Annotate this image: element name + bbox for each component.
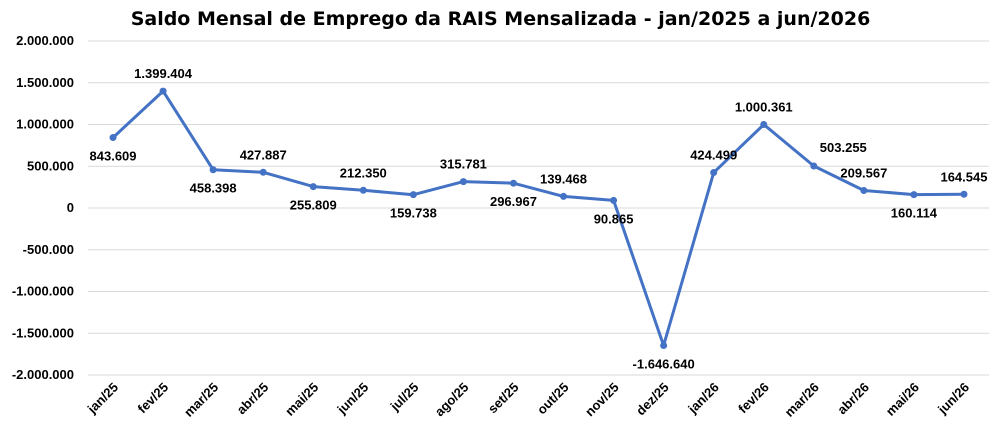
data-point bbox=[660, 341, 668, 349]
chart-title: Saldo Mensal de Emprego da RAIS Mensaliz… bbox=[130, 8, 871, 30]
data-label: 296.967 bbox=[490, 194, 537, 209]
y-tick-label: 500.000 bbox=[27, 158, 74, 173]
gridlines bbox=[88, 40, 989, 376]
data-point bbox=[610, 196, 618, 204]
data-point bbox=[359, 186, 367, 194]
y-tick-label: 0 bbox=[67, 200, 74, 215]
data-label: 458.398 bbox=[190, 181, 237, 196]
x-tick-label: mar/26 bbox=[782, 380, 822, 420]
y-tick-label: 1.500.000 bbox=[16, 75, 74, 90]
data-point bbox=[259, 168, 267, 176]
x-tick-label: fev/26 bbox=[735, 380, 772, 417]
data-label: 255.809 bbox=[290, 198, 337, 213]
data-point bbox=[910, 191, 918, 199]
x-tick-label: set/25 bbox=[485, 380, 522, 417]
data-label: 1.000.361 bbox=[735, 99, 793, 114]
y-tick-label: -500.000 bbox=[23, 242, 74, 257]
y-tick-label: 1.000.000 bbox=[16, 117, 74, 132]
data-label: 503.255 bbox=[820, 140, 867, 155]
data-label: 212.350 bbox=[340, 165, 387, 180]
data-point bbox=[209, 166, 217, 174]
data-point bbox=[710, 169, 718, 177]
x-tick-label: nov/25 bbox=[582, 380, 622, 420]
y-tick-label: -1.500.000 bbox=[12, 325, 74, 340]
x-axis-ticks: jan/25 fev/25 mar/25 abr/25 mai/25 jun/25 jul/… bbox=[84, 380, 972, 420]
x-tick-label: fev/25 bbox=[135, 380, 172, 417]
data-label: 427.887 bbox=[240, 147, 287, 162]
data-label: 843.609 bbox=[90, 149, 137, 164]
x-tick-label: abr/26 bbox=[834, 380, 872, 418]
x-tick-label: abr/25 bbox=[234, 380, 272, 418]
series-line bbox=[111, 89, 965, 347]
x-tick-label: ago/25 bbox=[432, 380, 472, 420]
data-point bbox=[159, 87, 167, 95]
y-tick-label: 2.000.000 bbox=[16, 33, 74, 48]
x-tick-label: mai/26 bbox=[883, 380, 922, 419]
x-tick-label: out/25 bbox=[534, 380, 572, 418]
data-label: 1.399.404 bbox=[134, 66, 193, 81]
x-tick-label: jan/25 bbox=[84, 380, 121, 417]
data-label: 424.499 bbox=[690, 148, 737, 163]
x-tick-label: jun/26 bbox=[934, 380, 972, 418]
data-label: 209.567 bbox=[840, 166, 887, 181]
x-tick-label: mai/25 bbox=[282, 380, 321, 419]
data-point bbox=[509, 179, 517, 187]
series-points bbox=[109, 87, 968, 349]
data-label: 139.468 bbox=[540, 171, 587, 186]
data-point bbox=[810, 162, 818, 170]
data-point bbox=[309, 183, 317, 191]
data-label: 315.781 bbox=[440, 157, 487, 172]
data-label: 160.114 bbox=[891, 206, 938, 221]
series-line-path bbox=[111, 89, 965, 347]
data-point bbox=[409, 191, 417, 199]
data-point bbox=[760, 120, 768, 128]
data-label: 159.738 bbox=[390, 206, 437, 221]
y-axis-ticks: 2.000.000 1.500.000 1.000.000 500.000 0 -500.… bbox=[12, 33, 74, 382]
x-tick-label: jan/26 bbox=[684, 380, 721, 417]
data-point bbox=[109, 134, 117, 142]
data-point bbox=[960, 190, 968, 198]
data-point bbox=[560, 192, 568, 200]
x-tick-label: mar/25 bbox=[181, 380, 221, 420]
data-label: 90.865 bbox=[594, 211, 634, 226]
x-tick-label: jun/25 bbox=[334, 380, 372, 418]
y-tick-label: -2.000.000 bbox=[12, 367, 74, 382]
x-tick-label: dez/25 bbox=[633, 380, 672, 419]
data-label: -1.646.640 bbox=[633, 356, 695, 371]
data-point bbox=[860, 187, 868, 195]
data-label: 164.545 bbox=[940, 169, 987, 184]
data-labels: 843.609 1.399.404 458.398 427.887 255.809 212… bbox=[90, 66, 988, 371]
data-point bbox=[459, 178, 467, 186]
y-tick-label: -1.000.000 bbox=[12, 284, 74, 299]
x-tick-label: jul/25 bbox=[387, 380, 422, 415]
